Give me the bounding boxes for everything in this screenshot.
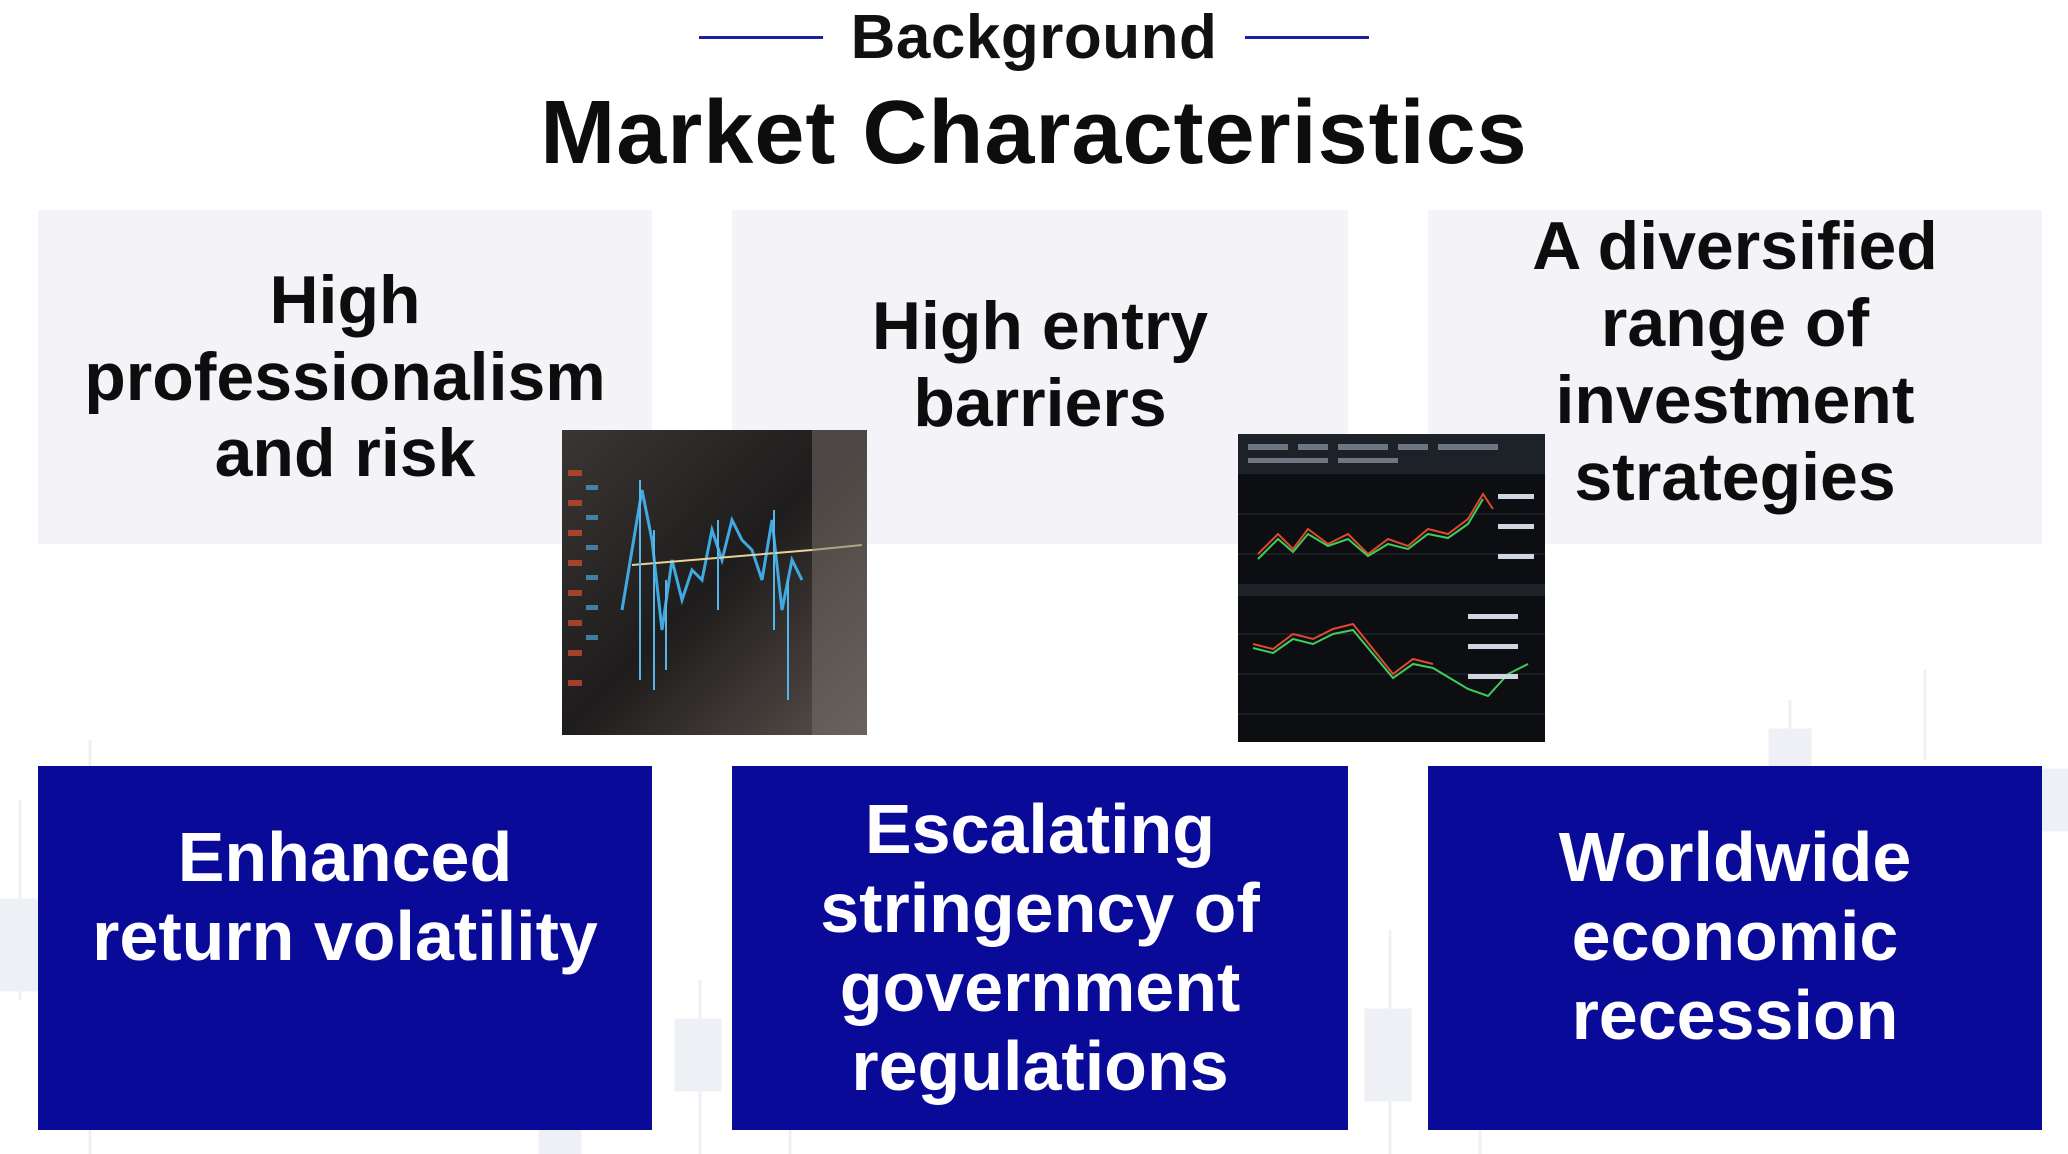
challenge-text: Escalating stringency of government regu… [800, 790, 1280, 1106]
eyebrow-rule-left [699, 36, 823, 39]
page-title: Market Characteristics [0, 82, 2068, 185]
characteristic-text: A diversified range of investment strate… [1500, 208, 1970, 515]
trading-chart-image [562, 430, 867, 735]
challenge-box-2: Escalating stringency of government regu… [732, 766, 1348, 1130]
challenge-text: Enhanced return volatility [75, 818, 615, 976]
eyebrow-label: Background [851, 2, 1218, 73]
characteristic-text: High professionalism and risk [54, 262, 636, 492]
stock-chart-photo-right [1238, 434, 1545, 742]
section-eyebrow: Background [0, 0, 2068, 74]
trading-chart-image [1238, 434, 1545, 742]
characteristic-text: High entry barriers [840, 288, 1240, 442]
eyebrow-rule-right [1245, 36, 1369, 39]
challenge-box-3: Worldwide economic recession [1428, 766, 2042, 1130]
characteristic-box-1: High professionalism and risk [38, 210, 652, 544]
challenge-text: Worldwide economic recession [1525, 818, 1945, 1055]
challenge-box-1: Enhanced return volatility [38, 766, 652, 1130]
stock-chart-photo-left [562, 430, 867, 735]
